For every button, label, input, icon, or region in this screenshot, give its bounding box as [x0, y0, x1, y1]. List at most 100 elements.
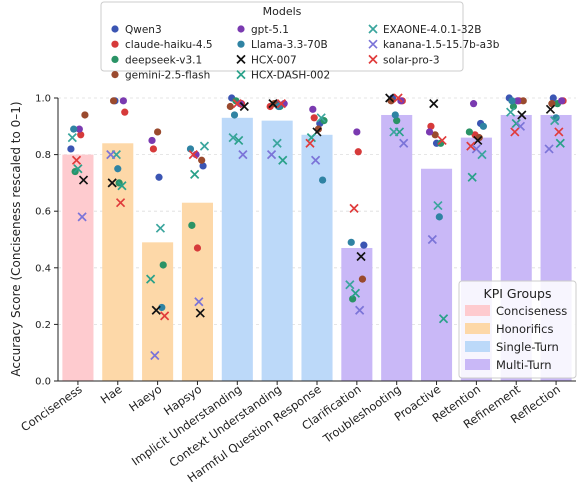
point-claude-haiku-4-5-proactive [427, 122, 435, 130]
bar-troubleshooting [381, 114, 413, 381]
point-hcx-dash-002-haeyo [146, 274, 156, 284]
point-gpt-5-1-harmful-question-response [309, 105, 317, 113]
bar-harmful-question-response [301, 134, 333, 381]
legend-label-qwen3: Qwen3 [125, 24, 162, 36]
point-kanana-1-5-15-7b-a3b-proactive [427, 234, 437, 245]
point-kanana-1-5-15-7b-a3b-haeyo [150, 350, 160, 361]
point-solar-pro-3-troubleshooting [393, 93, 403, 103]
point-llama-3-3-70b-troubleshooting [391, 111, 399, 119]
point-hcx-dash-002-refinement [511, 118, 521, 129]
legend-marker-qwen3 [111, 25, 119, 33]
point-claude-haiku-4-5-harmful-question-response [310, 114, 318, 122]
point-kanana-1-5-15-7b-a3b-clarification [355, 305, 365, 315]
point-hcx-007-troubleshooting [385, 93, 395, 103]
point-llama-3-3-70b-harmful-question-response [319, 176, 327, 184]
y-tick-label: 0.0 [35, 377, 51, 388]
point-gpt-5-1-hae [119, 97, 127, 105]
point-claude-haiku-4-5-conciseness [77, 131, 85, 139]
point-exaone-4-0-1-32b-reflection [550, 116, 560, 126]
point-kanana-1-5-15-7b-a3b-conciseness [77, 212, 87, 222]
point-qwen3-clarification [360, 241, 368, 249]
legend-swatch-multi-turn [465, 359, 490, 370]
legend-marker-exaone-4-0-1-32b [368, 24, 378, 34]
point-solar-pro-3-reflection [554, 127, 564, 137]
point-gpt-5-1-proactive [425, 128, 434, 136]
point-kanana-1-5-15-7b-a3b-hapsyo [194, 297, 204, 307]
legend-label-exaone-4-0-1-32b: EXAONE-4.0.1-32B [383, 24, 481, 36]
legend-label-honorifics: Honorifics [496, 322, 554, 336]
legend-marker-claude-haiku-4-5 [111, 40, 119, 48]
bar-implicit-understanding [221, 117, 253, 381]
point-llama-3-3-70b-clarification [347, 238, 355, 246]
point-gemini-2-5-flash-refinement [519, 97, 527, 105]
point-claude-haiku-4-5-hapsyo [193, 244, 202, 252]
point-exaone-4-0-1-32b-conciseness [67, 133, 77, 143]
legend-marker-llama-3-3-70b [237, 40, 245, 48]
bar-hae [102, 143, 134, 381]
point-gpt-5-1-reflection [558, 97, 566, 105]
point-exaone-4-0-1-32b-implicit-understanding [228, 133, 238, 143]
point-deepseek-v3-1-troubleshooting [393, 117, 401, 125]
legend-marker-kanana-1-5-15-7b-a3b [368, 39, 378, 49]
point-kanana-1-5-15-7b-a3b-troubleshooting [399, 138, 409, 148]
x-tick-label: Haeyo [126, 382, 164, 414]
point-exaone-4-0-1-32b-troubleshooting [389, 127, 399, 137]
point-qwen3-reflection [549, 94, 557, 102]
point-hcx-007-conciseness [78, 175, 89, 185]
bar-hapsyo [181, 202, 214, 381]
point-gemini-2-5-flash-implicit-understanding [226, 102, 234, 111]
y-tick-label: 0.4 [35, 263, 51, 274]
point-deepseek-v3-1-refinement [509, 102, 518, 111]
point-solar-pro-3-refinement [510, 127, 520, 137]
legend-marker-gemini-2-5-flash [111, 71, 119, 79]
point-hcx-007-implicit-understanding [239, 101, 249, 112]
point-kanana-1-5-15-7b-a3b-context-understanding [266, 149, 277, 160]
point-hcx-007-refinement [517, 110, 527, 120]
point-llama-3-3-70b-conciseness [70, 125, 78, 133]
point-claude-haiku-4-5-clarification [354, 148, 362, 156]
point-kanana-1-5-15-7b-a3b-retention [471, 144, 481, 154]
bar-conciseness [62, 154, 94, 381]
point-hcx-dash-002-conciseness [73, 164, 83, 174]
y-axis-label: Accuracy Score (Conciseness rescaled to … [9, 101, 23, 376]
point-hcx-dash-002-implicit-understanding [234, 135, 244, 146]
y-tick-label: 0.8 [35, 150, 51, 161]
bar-context-understanding [261, 120, 293, 381]
point-exaone-4-0-1-32b-proactive [433, 200, 443, 211]
point-gpt-5-1-refinement [514, 97, 522, 105]
point-hcx-007-retention [473, 135, 483, 146]
legend-label-gemini-2-5-flash: gemini-2.5-flash [125, 70, 210, 82]
point-solar-pro-3-hapsyo [188, 149, 198, 160]
point-hcx-dash-002-context-understanding [278, 155, 288, 165]
point-qwen3-conciseness [67, 145, 75, 153]
kpi-groups-legend: KPI Groups Conciseness Honorifics Single-Tu… [458, 280, 577, 379]
legend-label-gpt-5-1: gpt-5.1 [251, 24, 289, 36]
point-kanana-1-5-15-7b-a3b-reflection [544, 144, 554, 154]
point-hcx-007-clarification [356, 251, 366, 262]
point-claude-haiku-4-5-hae [121, 108, 129, 116]
point-gemini-2-5-flash-clarification [358, 275, 367, 283]
legend-marker-gpt-5-1 [237, 25, 245, 33]
legend-swatch-honorifics [465, 323, 490, 334]
legend-label-kanana-1-5-15-7b-a3b: kanana-1.5-15.7b-a3b [383, 39, 500, 51]
point-solar-pro-3-proactive [437, 135, 447, 146]
legend-swatch-conciseness [465, 305, 490, 316]
legend-label-solar-pro-3: solar-pro-3 [383, 54, 440, 66]
point-kanana-1-5-15-7b-a3b-harmful-question-response [310, 155, 321, 165]
y-tick-label: 0.6 [35, 207, 51, 218]
data-points [67, 93, 567, 361]
bar-proactive [420, 168, 453, 381]
legend-label-hcx-dash-002: HCX-DASH-002 [251, 70, 330, 82]
point-solar-pro-3-hae [115, 198, 126, 208]
point-hcx-dash-002-proactive [438, 314, 449, 324]
point-solar-pro-3-harmful-question-response [305, 138, 315, 148]
point-solar-pro-3-implicit-understanding [232, 99, 242, 109]
point-exaone-4-0-1-32b-context-understanding [272, 138, 282, 148]
point-solar-pro-3-haeyo [160, 311, 170, 321]
point-solar-pro-3-clarification [349, 203, 359, 213]
point-gpt-5-1-clarification [353, 128, 361, 136]
legend-swatch-single-turn [465, 341, 490, 352]
legend-label-claude-haiku-4-5: claude-haiku-4.5 [125, 39, 213, 51]
point-gpt-5-1-haeyo [148, 136, 156, 145]
